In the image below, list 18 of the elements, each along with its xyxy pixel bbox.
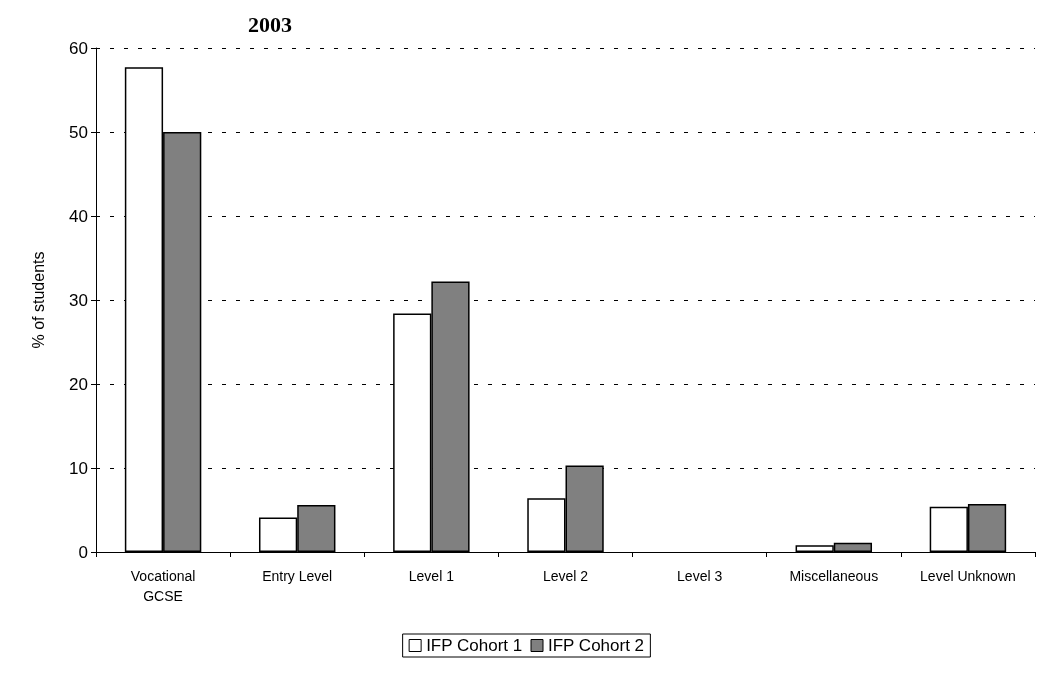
x-tick-label: Level 2: [542, 568, 589, 584]
y-tick-label: 10: [69, 458, 88, 478]
y-tick-label: 50: [69, 122, 88, 142]
legend-label: IFP Cohort 2: [548, 636, 645, 655]
x-tick-label: Level Unknown: [920, 568, 1016, 584]
legend-label: IFP Cohort 1: [426, 636, 523, 655]
x-tick-label: Entry Level: [262, 568, 333, 584]
y-tick-label: 40: [69, 206, 88, 226]
y-axis-title: % of students: [29, 251, 47, 349]
y-tick-label: 0: [78, 542, 88, 562]
x-tick-label: Vocational GCSE: [130, 568, 196, 604]
y-tick-label: 30: [69, 290, 88, 310]
y-tick-label: 60: [69, 38, 88, 58]
x-tick-label: Miscellaneous: [789, 568, 879, 584]
x-tick-label: Level 1: [408, 568, 455, 584]
y-tick-label: 20: [69, 374, 88, 394]
chart-title: 2003: [248, 11, 292, 37]
x-tick-label: Level 3: [677, 568, 723, 584]
